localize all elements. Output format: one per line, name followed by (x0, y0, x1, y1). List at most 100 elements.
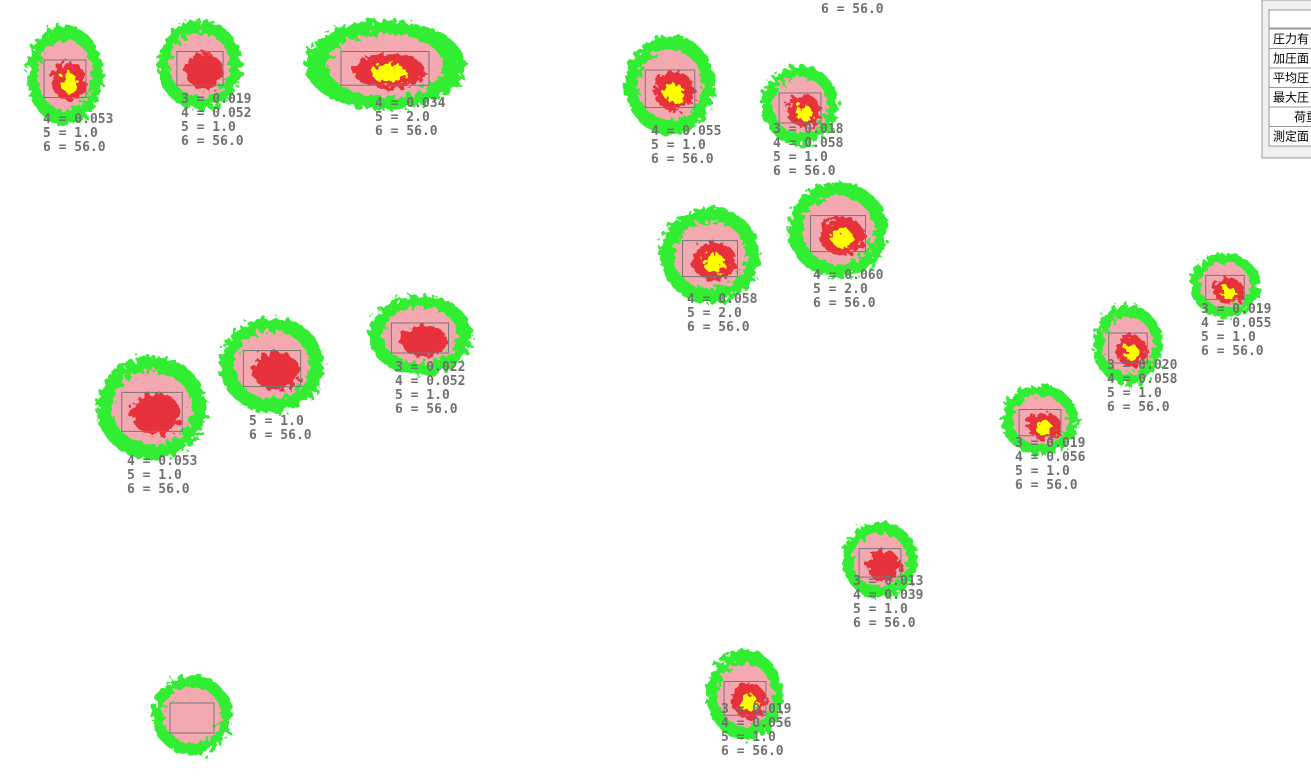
blob-peak (795, 105, 813, 121)
label-line: 6 = 56.0 (375, 124, 438, 139)
panel-header (1268, 9, 1311, 29)
label-line: 5 = 2.0 (375, 110, 430, 125)
label-line: 4 = 0.058 (773, 136, 844, 151)
measure-box (1205, 274, 1245, 300)
measure-box (390, 322, 450, 354)
pressure-blob (707, 650, 783, 740)
label-line: 6 = 56.0 (43, 140, 106, 155)
blob-peak (60, 73, 78, 93)
label-line: 5 = 1.0 (721, 730, 776, 745)
measure-box (242, 350, 302, 388)
label-line: 6 = 56.0 (395, 402, 458, 417)
label-line: 4 = 0.039 (853, 588, 923, 603)
label-line: 3 = 0.019 (1201, 302, 1271, 317)
label-line: 5 = 1.0 (773, 150, 828, 165)
blob-peak (1221, 286, 1237, 300)
blob-peak (831, 228, 853, 248)
label-line: 4 = 0.058 (687, 292, 758, 307)
pressure-blob (1093, 305, 1163, 385)
pressure-blob (305, 20, 465, 110)
measure-box (810, 215, 866, 253)
label-line: 4 = 0.052 (395, 374, 465, 389)
measure-box (682, 240, 738, 278)
panel-row-label: 加圧面 (1273, 52, 1309, 66)
measure-box (723, 681, 767, 716)
label-line: 4 = 0.052 (181, 106, 251, 121)
panel-cell (1268, 126, 1311, 147)
blob-mid (163, 687, 221, 743)
panel-row-label: 最大圧 (1273, 91, 1309, 105)
label-line: 5 = 2.0 (813, 282, 868, 297)
pressure-blob (152, 675, 232, 755)
blob-high (185, 53, 223, 89)
pressure-blob (660, 207, 760, 303)
label-line: 3 = 0.019 (181, 92, 251, 107)
label-line: 3 = 0.019 (721, 702, 791, 717)
label-line: 4 = 0.056 (1015, 450, 1086, 465)
label-line: 3 = 0.020 (1107, 358, 1178, 373)
blob-peak (740, 694, 758, 712)
label-line: 5 = 1.0 (1015, 464, 1070, 479)
blob-high (400, 325, 448, 357)
blob-peak (1124, 345, 1140, 361)
measure-box (43, 59, 87, 98)
panel-row-label: 圧力有 (1273, 32, 1309, 46)
label-line: 5 = 1.0 (249, 414, 304, 429)
pressure-blob (842, 522, 918, 598)
result-panel: 圧力有加圧面平均圧最大圧荷重測定面 (1261, 0, 1311, 159)
label-line: 6 = 56.0 (651, 152, 714, 167)
label-line: 6 = 56.0 (1015, 478, 1078, 493)
measure-box (1018, 409, 1062, 437)
measure-box (176, 51, 224, 86)
label-line: 6 = 56.0 (1201, 344, 1264, 359)
label-line: 6 = 56.0 (127, 482, 190, 497)
panel-row-label: 測定面 (1273, 129, 1309, 144)
label-line: 6 = 56.0 (853, 616, 916, 631)
blob-high (131, 393, 181, 435)
pressure-blob (762, 65, 838, 145)
label-line: 4 = 0.053 (127, 454, 197, 469)
panel-row-label: 荷重 (1294, 110, 1311, 124)
measure-box (340, 51, 430, 86)
label-line: 3 = 0.013 (853, 574, 923, 589)
measure-box (121, 391, 183, 432)
label-line: 3 = 0.019 (1015, 436, 1085, 451)
label-line: 4 = 0.056 (721, 716, 792, 731)
label-line: 5 = 1.0 (181, 120, 236, 135)
panel-row-label: 平均圧 (1273, 71, 1309, 85)
label-line: 5 = 1.0 (1201, 330, 1256, 345)
label-line: 5 = 2.0 (687, 306, 742, 321)
label-line: 4 = 0.055 (1201, 316, 1271, 331)
blob-peak (371, 64, 407, 82)
label-line: 4 = 0.058 (1107, 372, 1178, 387)
pressure-blob (625, 35, 715, 135)
label-line: 5 = 1.0 (127, 468, 182, 483)
label-line: 5 = 1.0 (43, 126, 98, 141)
label-line: 4 = 0.055 (651, 124, 721, 139)
measure-box (858, 548, 902, 578)
label-line: 6 = 56.0 (249, 428, 312, 443)
pressure-blob (27, 25, 103, 125)
pressure-blob (158, 20, 242, 110)
label-line: 6 = 56.0 (721, 744, 784, 759)
label-line: 6 = 56.0 (813, 296, 876, 311)
label-line: 4 = 0.053 (43, 112, 113, 127)
pressure-blob (1002, 385, 1078, 455)
label-line: 6 = 56.0 (773, 164, 836, 179)
label-line: 6 = 56.0 (181, 134, 244, 149)
label-line: 3 = 0.018 (773, 122, 844, 137)
pressure-blob (220, 317, 324, 413)
blob-high (252, 351, 300, 391)
measure-box (644, 69, 696, 108)
label-line: 5 = 1.0 (395, 388, 450, 403)
label-line: 5 = 1.0 (651, 138, 706, 153)
pressure-blob (97, 356, 207, 460)
label-line: 4 = 0.060 (813, 268, 884, 283)
label-line: 3 = 0.022 (395, 360, 465, 375)
blob-high (866, 550, 902, 582)
label-line: 5 = 1.0 (1107, 386, 1162, 401)
label-line: 4 = 0.034 (375, 96, 446, 111)
